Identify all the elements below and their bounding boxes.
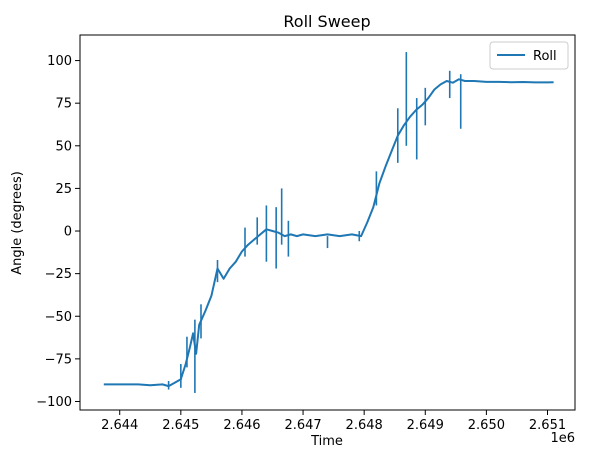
legend-box — [489, 41, 569, 70]
y-tick-label: −75 — [45, 352, 72, 367]
y-tick-label: 75 — [55, 97, 72, 112]
legend-label-roll: Roll — [533, 49, 557, 64]
y-axis-label: Angle (degrees) — [10, 171, 25, 275]
x-tick-label: 2.646 — [223, 418, 260, 433]
y-tick-label: 25 — [55, 182, 72, 197]
y-tick-label: 0 — [64, 225, 72, 240]
y-tick-label: −25 — [45, 267, 72, 282]
series-roll — [103, 52, 554, 393]
x-tick-label: 2.650 — [468, 418, 505, 433]
x-tick-label: 2.645 — [162, 418, 199, 433]
y-axis-ticks: −100 −75 −50 −25 0 25 50 75 100 — [36, 54, 80, 410]
plot-area-frame — [79, 34, 576, 411]
x-tick-label: 2.647 — [284, 418, 321, 433]
series-line-roll — [103, 78, 554, 388]
x-tick-label: 2.649 — [407, 418, 444, 433]
x-tick-label: 2.644 — [101, 418, 138, 433]
legend: Roll — [489, 41, 569, 70]
y-tick-label: 100 — [47, 54, 72, 69]
x-tick-label: 2.651 — [529, 418, 566, 433]
x-axis-ticks: 2.644 2.645 2.646 2.647 2.648 2.649 2.650 2.651 — [101, 410, 566, 433]
x-axis-offset-label: 1e6 — [550, 431, 575, 446]
chart-title: Roll Sweep — [283, 12, 370, 31]
y-tick-label: −100 — [36, 395, 72, 410]
y-tick-label: 50 — [55, 139, 72, 154]
x-tick-label: 2.648 — [346, 418, 383, 433]
x-axis-label: Time — [310, 434, 343, 449]
y-tick-label: −50 — [45, 310, 72, 325]
